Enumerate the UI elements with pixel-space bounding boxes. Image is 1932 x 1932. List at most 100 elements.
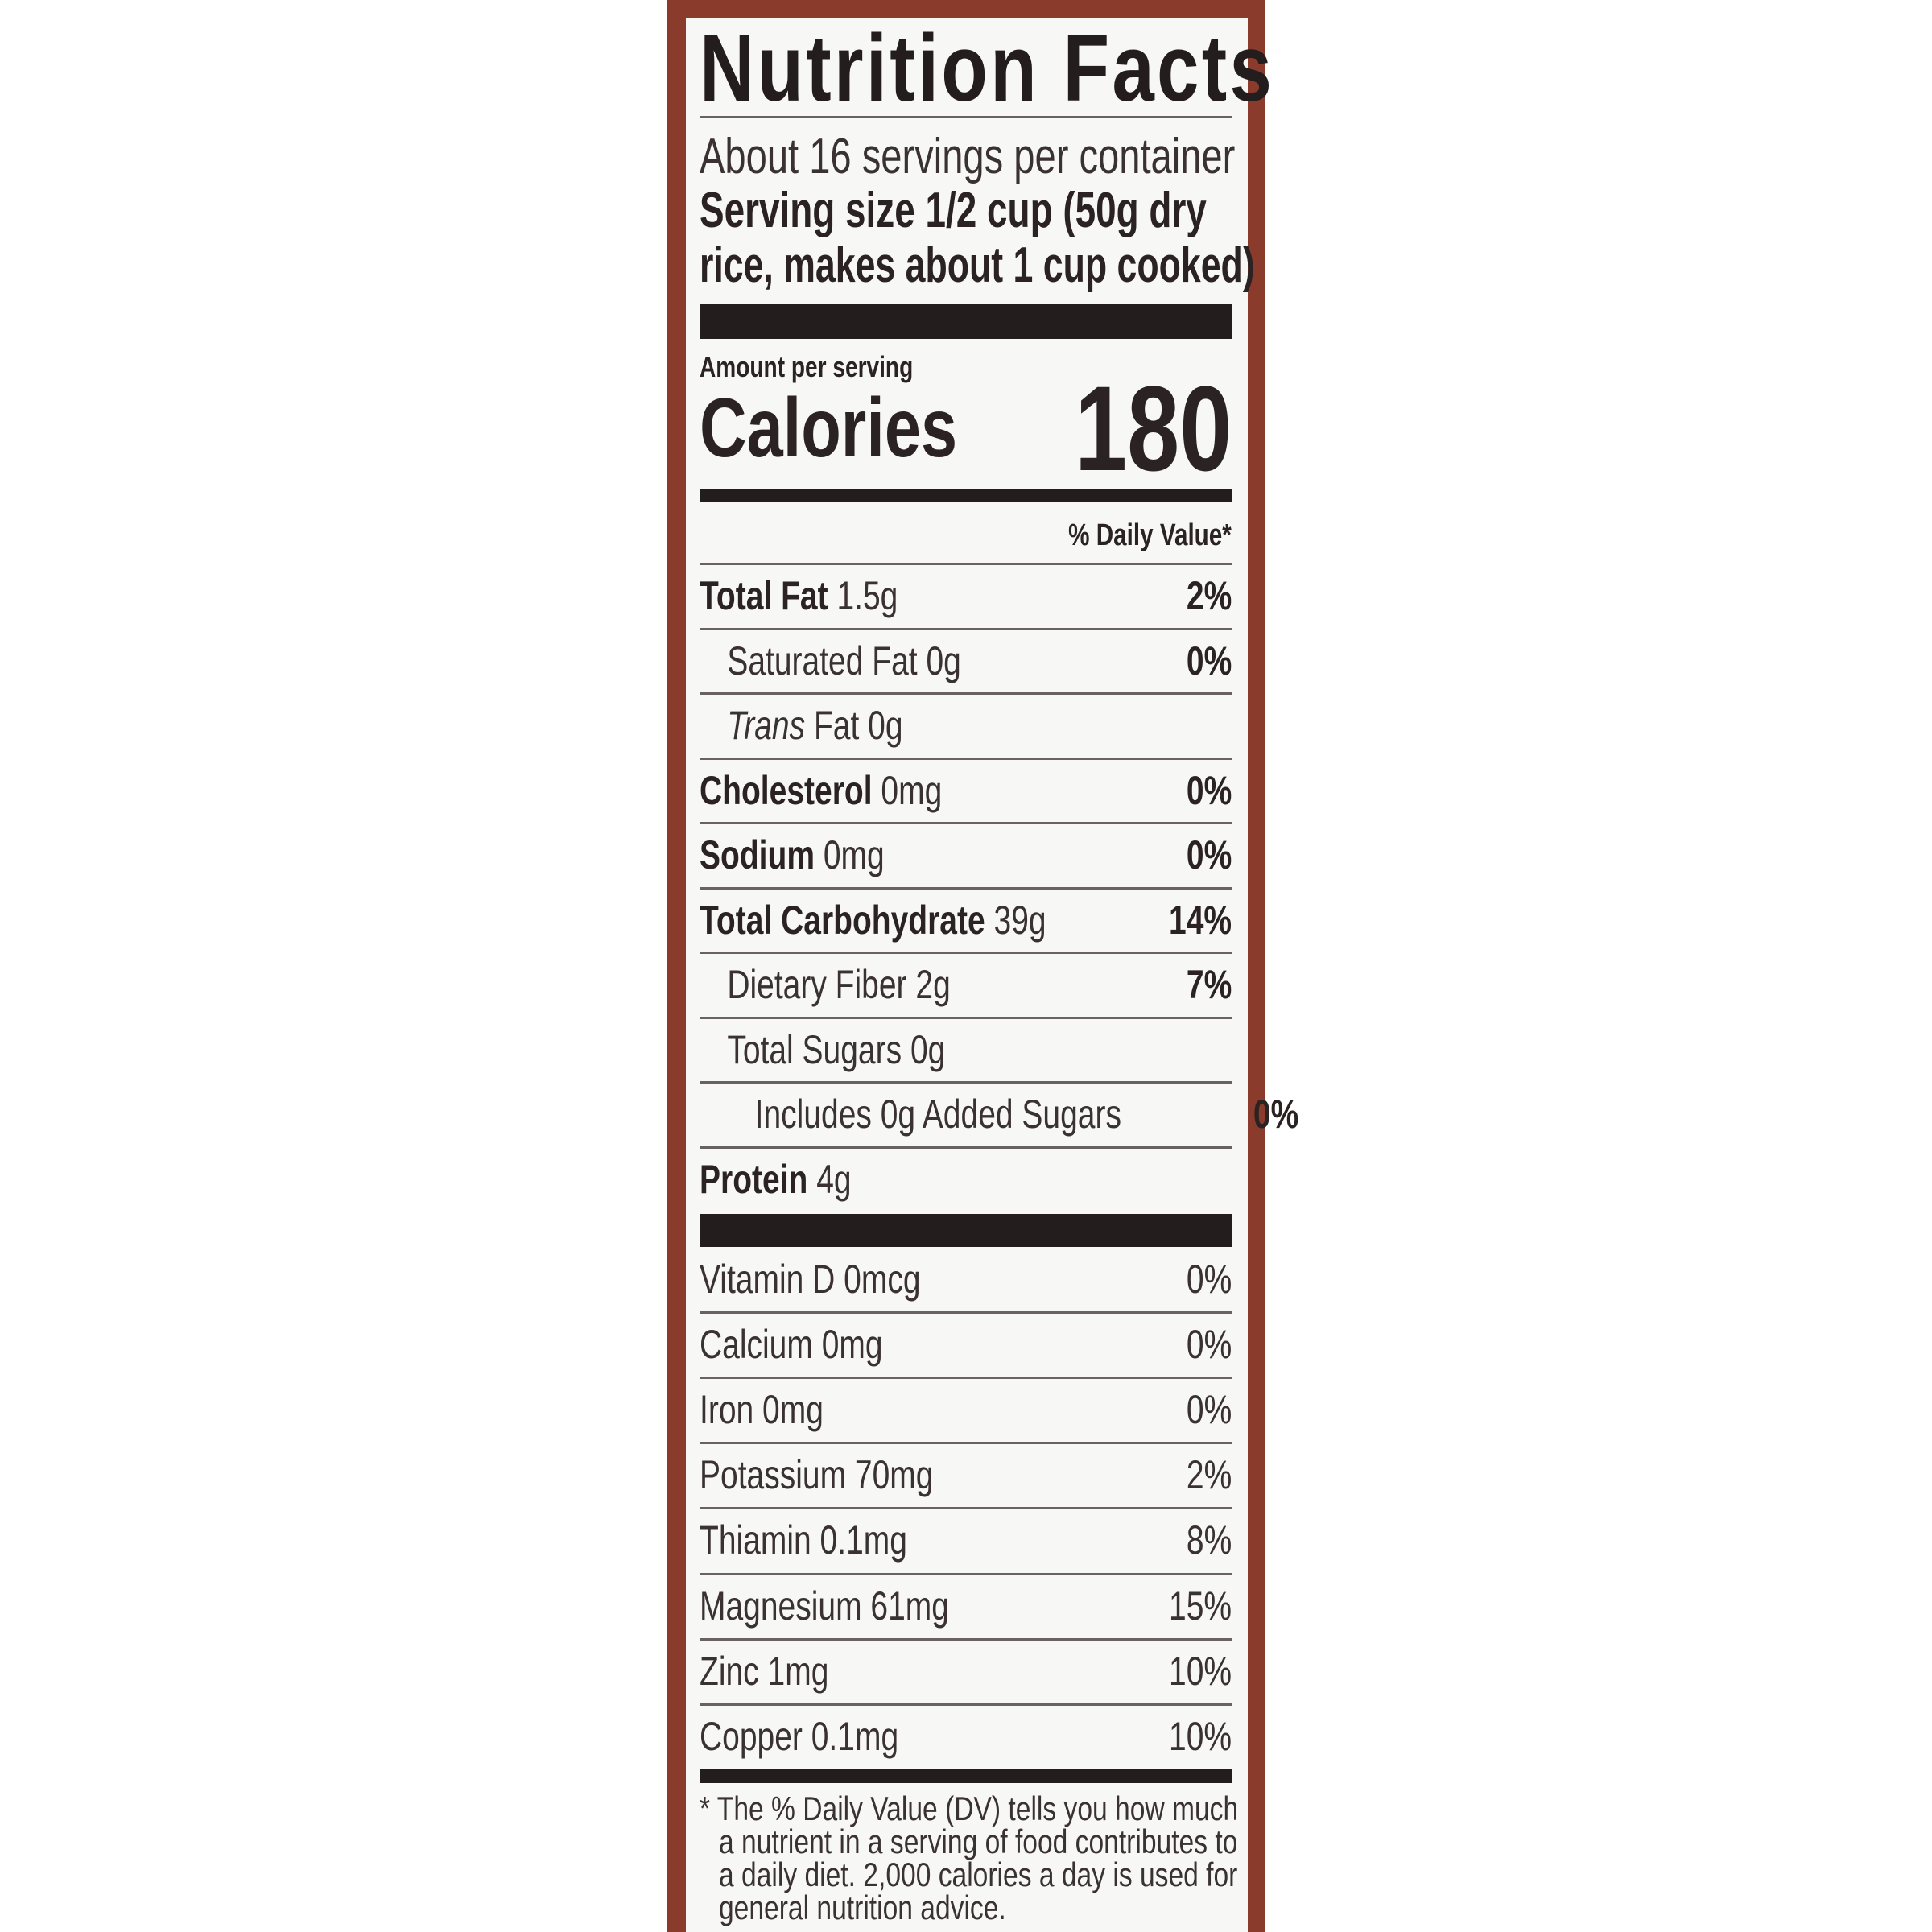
daily-value-percent: 15% (1168, 1583, 1232, 1629)
nutrient-dv: 2% (1174, 572, 1232, 619)
daily-value-percent: 0% (1186, 638, 1232, 683)
nutrient-amount: 0mg (823, 832, 885, 877)
label-title-wrap: Nutrition Facts (700, 21, 1272, 116)
nutrient-name: Sodium (700, 832, 815, 877)
nutrient-amount: 1.5g (836, 573, 898, 618)
nutrient-amount: 0mg (881, 767, 943, 813)
footnote-line: a daily diet. 2,000 calories a day is us… (719, 1856, 1238, 1893)
footnote-line: * The % Daily Value (DV) tells you how m… (700, 1790, 1239, 1827)
vitamin-row: Zinc 1mg 10% (700, 1639, 1232, 1703)
nutrient-label: Saturated Fat 0g (700, 638, 1174, 684)
divider (700, 886, 1232, 890)
divider (700, 1081, 1232, 1084)
vitamin-dv: 0% (1174, 1386, 1232, 1433)
vitamin-name: Vitamin D 0mcg (700, 1257, 921, 1302)
daily-value-percent: 0% (1186, 1387, 1232, 1433)
daily-value-percent: 0% (1186, 767, 1232, 813)
calories-row: Calories 180 (700, 361, 1232, 496)
vitamin-name: Iron 0mg (700, 1387, 824, 1433)
vitamin-dv: 8% (1174, 1517, 1232, 1563)
daily-value-percent: 0% (1186, 832, 1232, 877)
nutrient-text: Sodium 0mg (700, 832, 885, 878)
servings-wrap: About 16 servings per container (700, 129, 1236, 185)
divider (700, 757, 1232, 760)
nutrient-dv: 7% (1174, 961, 1232, 1008)
nutrient-label: Protein 4g (700, 1156, 1232, 1203)
nutrient-label: Total Sugars 0g (700, 1026, 1232, 1073)
nutrient-row: Sodium 0mg 0% (700, 823, 1232, 887)
daily-value-percent: 7% (1186, 962, 1232, 1007)
nutrient-row: Protein 4g (700, 1147, 1232, 1212)
dv-header-wrap: % Daily Value* (700, 515, 1232, 555)
nutrient-name: Protein (700, 1156, 808, 1202)
serving-size-line1: Serving size 1/2 cup (50g dry (700, 183, 1207, 238)
daily-value-percent: 0% (1186, 1257, 1232, 1302)
vitamin-name: Magnesium 61mg (700, 1583, 949, 1629)
footnote: * The % Daily Value (DV) tells you how m… (700, 1792, 1238, 1925)
nutrient-label: Total Carbohydrate 39g (700, 897, 1151, 943)
vitamin-dv: 15% (1151, 1583, 1232, 1629)
nutrient-text: Dietary Fiber 2g (700, 961, 950, 1008)
vitamin-label: Potassium 70mg (700, 1451, 1174, 1498)
nutrient-amount: 4g (816, 1156, 852, 1202)
divider (700, 1377, 1232, 1380)
nutrient-label: Sodium 0mg (700, 832, 1174, 878)
nutrient-row: Dietary Fiber 2g 7% (700, 952, 1232, 1017)
vitamin-name: Zinc 1mg (700, 1648, 829, 1694)
vitamin-name: Thiamin 0.1mg (700, 1517, 907, 1563)
divider (700, 1507, 1232, 1510)
nutrient-text: Trans Fat 0g (700, 702, 902, 749)
nutrient-row: Total Carbohydrate 39g 14% (700, 888, 1232, 952)
serving-size: Serving size 1/2 cup (50g dry rice, make… (700, 183, 1255, 293)
nutrient-amount: 0g (926, 638, 961, 683)
vitamin-dv: 2% (1174, 1451, 1232, 1498)
nutrient-row: Trans Fat 0g (700, 693, 1232, 758)
daily-value-header: % Daily Value* (1068, 518, 1232, 552)
vitamin-row: Magnesium 61mg 15% (700, 1574, 1232, 1638)
vitamin-dv: 10% (1151, 1713, 1232, 1760)
vitamin-name: Copper 0.1mg (700, 1713, 899, 1759)
divider (700, 1311, 1232, 1315)
daily-value-percent: 2% (1186, 573, 1232, 618)
vitamin-row: Iron 0mg 0% (700, 1377, 1232, 1442)
divider (700, 1146, 1232, 1149)
nutrient-row: Saturated Fat 0g 0% (700, 629, 1232, 693)
nutrient-name: Total Fat (700, 573, 828, 618)
divider (700, 563, 1232, 565)
calories-value: 180 (1074, 361, 1232, 496)
nutrient-name: Includes 0g Added Sugars (754, 1092, 1121, 1137)
nutrient-name: Cholesterol (700, 767, 873, 813)
amount-wrap: Amount per serving (700, 351, 1232, 383)
nutrient-text: Includes 0g Added Sugars (700, 1091, 1121, 1137)
daily-value-percent: 2% (1186, 1452, 1232, 1498)
divider (700, 822, 1232, 824)
nutrient-text: Cholesterol 0mg (700, 767, 942, 814)
vitamin-row: Copper 0.1mg 10% (700, 1704, 1232, 1769)
servings-per-container: About 16 servings per container (700, 129, 1236, 184)
divider (700, 1016, 1232, 1019)
vitamin-row: Vitamin D 0mcg 0% (700, 1247, 1232, 1311)
medium-divider (700, 1769, 1232, 1783)
nutrient-row: Total Fat 1.5g 2% (700, 564, 1232, 628)
vitamin-row: Potassium 70mg 2% (700, 1443, 1232, 1507)
divider (700, 1703, 1232, 1706)
divider (700, 627, 1232, 630)
thick-divider (700, 1214, 1232, 1247)
nutrient-name: Total Carbohydrate (700, 897, 985, 943)
vitamin-label: Magnesium 61mg (700, 1583, 1151, 1629)
label-title: Nutrition Facts (700, 15, 1275, 122)
vitamin-label: Zinc 1mg (700, 1648, 1151, 1695)
nutrient-name-suffix: Fat (813, 703, 860, 748)
thick-divider (700, 304, 1232, 339)
vitamin-label: Thiamin 0.1mg (700, 1517, 1174, 1563)
divider (700, 1442, 1232, 1445)
nutrient-dv: 0% (1174, 832, 1232, 878)
nutrient-text: Protein 4g (700, 1156, 852, 1203)
nutrient-text: Total Fat 1.5g (700, 572, 898, 619)
vitamin-name: Potassium 70mg (700, 1452, 934, 1498)
daily-value-percent: 0% (1186, 1322, 1232, 1368)
vitamin-row: Calcium 0mg 0% (700, 1312, 1232, 1377)
nutrient-row: Includes 0g Added Sugars 0% (700, 1082, 1298, 1146)
nutrient-label: Total Fat 1.5g (700, 572, 1174, 619)
divider (700, 692, 1232, 695)
